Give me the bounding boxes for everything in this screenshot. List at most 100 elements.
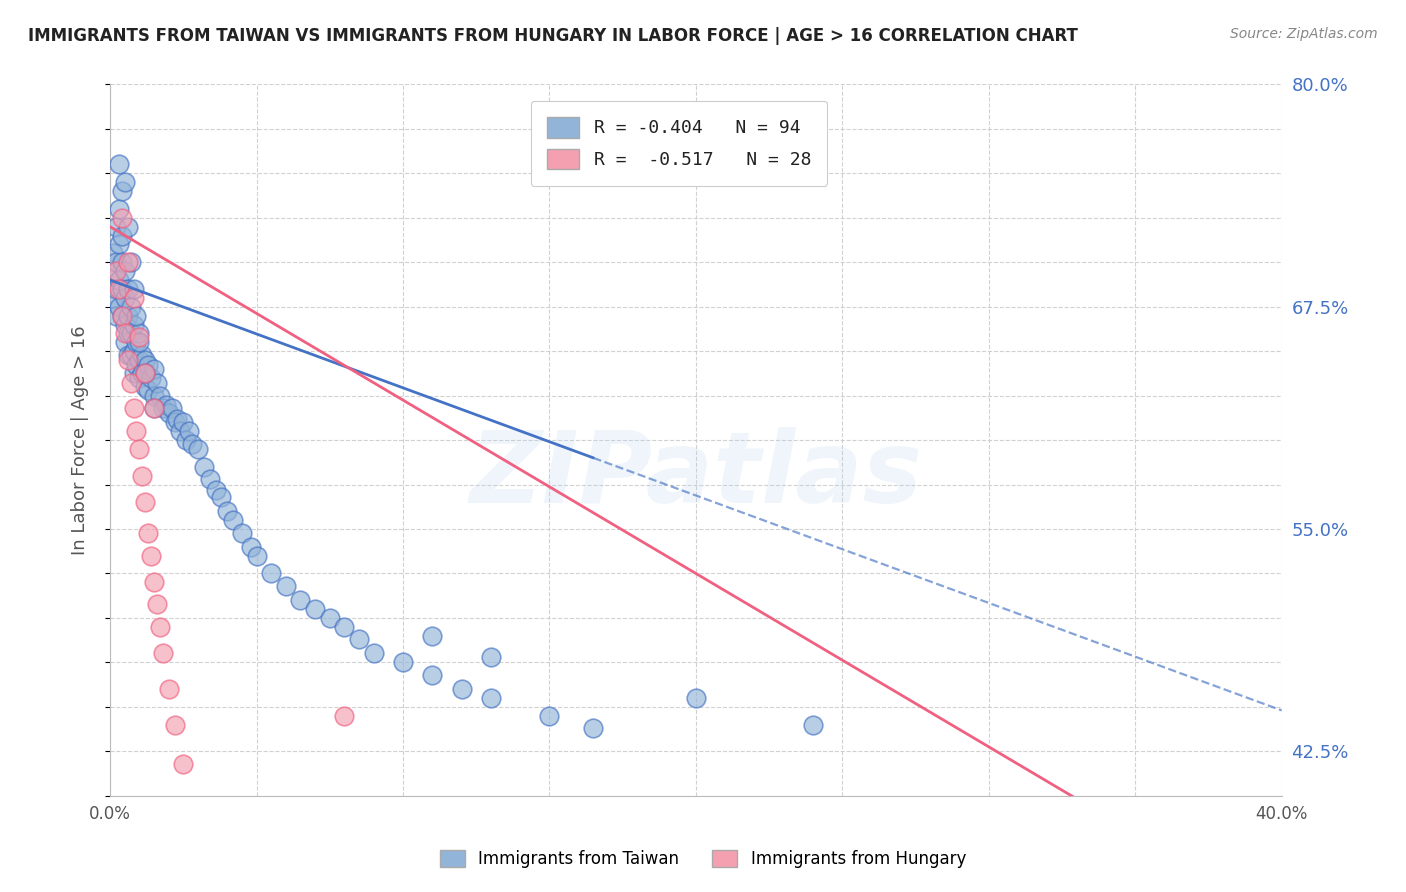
Point [139, 549, 162, 563]
Point [319, 611, 342, 625]
Legend: R = -0.404   N = 94, R =  -0.517   N = 28: R = -0.404 N = 94, R = -0.517 N = 28 [530, 101, 828, 186]
Point [104, 309, 127, 323]
Point [143, 389, 166, 403]
Point [128, 335, 150, 350]
Point [120, 348, 142, 362]
Point [114, 326, 136, 341]
Point [114, 335, 136, 350]
Point [801, 717, 824, 731]
Point [146, 597, 169, 611]
Point [217, 504, 239, 518]
Point [122, 291, 145, 305]
Point [111, 184, 134, 198]
Point [122, 366, 145, 380]
Point [134, 380, 156, 394]
Point [152, 647, 174, 661]
Point [104, 219, 127, 234]
Point [193, 459, 215, 474]
Point [111, 211, 134, 225]
Point [146, 376, 169, 391]
Point [101, 264, 124, 278]
Point [136, 384, 159, 398]
Point [117, 348, 139, 362]
Point [108, 300, 131, 314]
Point [120, 326, 142, 341]
Point [977, 815, 1000, 830]
Point [149, 620, 172, 634]
Point [104, 255, 127, 269]
Point [174, 433, 197, 447]
Point [143, 401, 166, 415]
Point [363, 647, 385, 661]
Point [125, 309, 148, 323]
Point [209, 490, 232, 504]
Point [120, 376, 142, 391]
Point [333, 620, 356, 634]
Point [198, 472, 221, 486]
Point [104, 264, 127, 278]
Point [122, 318, 145, 332]
Point [111, 309, 134, 323]
Point [128, 371, 150, 385]
Point [117, 255, 139, 269]
Point [231, 525, 253, 540]
Point [114, 264, 136, 278]
Point [111, 255, 134, 269]
Point [260, 566, 283, 581]
Point [136, 359, 159, 373]
Point [122, 344, 145, 359]
Point [1388, 433, 1406, 447]
Point [163, 415, 186, 429]
Point [163, 717, 186, 731]
Point [117, 326, 139, 341]
Point [134, 495, 156, 509]
Point [131, 468, 153, 483]
Point [122, 282, 145, 296]
Y-axis label: In Labor Force | Age > 16: In Labor Force | Age > 16 [72, 326, 89, 555]
Point [131, 366, 153, 380]
Point [239, 540, 262, 554]
Point [152, 401, 174, 415]
Point [117, 353, 139, 368]
Point [131, 348, 153, 362]
Point [187, 442, 209, 456]
Point [104, 282, 127, 296]
Point [420, 629, 443, 643]
Point [108, 237, 131, 252]
Point [134, 366, 156, 380]
Text: IMMIGRANTS FROM TAIWAN VS IMMIGRANTS FROM HUNGARY IN LABOR FORCE | AGE > 16 CORR: IMMIGRANTS FROM TAIWAN VS IMMIGRANTS FRO… [28, 27, 1078, 45]
Point [169, 424, 191, 438]
Point [114, 291, 136, 305]
Point [222, 513, 245, 527]
Point [120, 255, 142, 269]
Point [166, 411, 188, 425]
Point [111, 309, 134, 323]
Point [333, 708, 356, 723]
Point [125, 424, 148, 438]
Point [136, 525, 159, 540]
Point [111, 282, 134, 296]
Point [114, 175, 136, 189]
Point [274, 579, 297, 593]
Point [117, 282, 139, 296]
Point [108, 202, 131, 216]
Point [347, 632, 370, 647]
Point [181, 436, 204, 450]
Point [108, 273, 131, 287]
Point [479, 690, 502, 705]
Point [155, 398, 177, 412]
Point [139, 371, 162, 385]
Point [125, 335, 148, 350]
Point [304, 602, 326, 616]
Point [538, 708, 561, 723]
Point [172, 415, 194, 429]
Point [122, 401, 145, 415]
Point [245, 549, 267, 563]
Point [149, 389, 172, 403]
Point [111, 228, 134, 243]
Point [128, 326, 150, 341]
Point [143, 401, 166, 415]
Point [101, 291, 124, 305]
Point [114, 318, 136, 332]
Point [157, 406, 180, 420]
